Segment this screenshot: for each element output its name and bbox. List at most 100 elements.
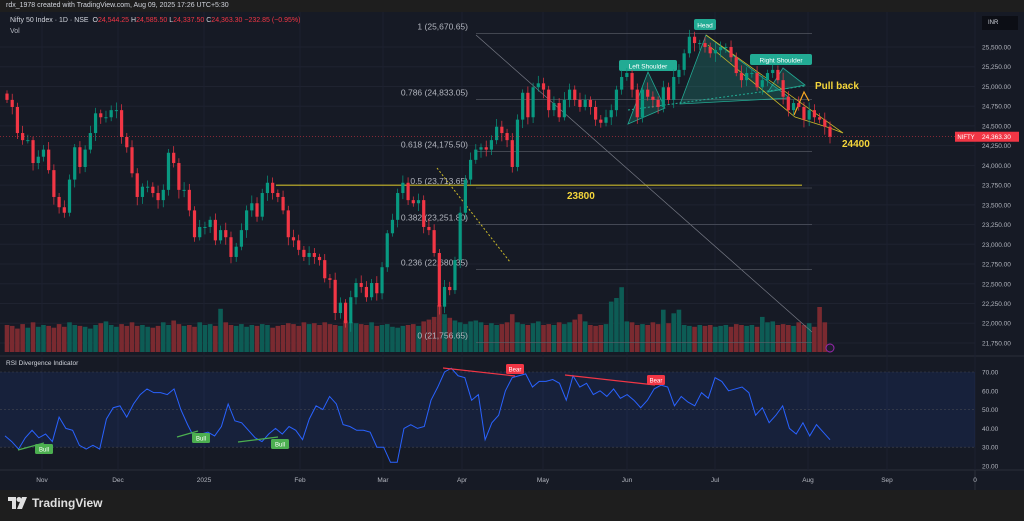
volume-bar xyxy=(51,327,57,352)
volume-bar xyxy=(285,323,291,352)
volume-bar xyxy=(796,322,802,352)
volume-bar xyxy=(35,326,41,352)
volume-bar xyxy=(759,316,765,352)
volume-bar xyxy=(202,325,208,352)
candle xyxy=(640,89,645,118)
volume-bar xyxy=(197,322,203,352)
volume-bar xyxy=(280,325,286,352)
candle xyxy=(276,193,280,197)
candle xyxy=(646,89,650,97)
candle xyxy=(656,99,660,107)
price-tag-value: 24,363.30 xyxy=(982,134,1011,141)
rsi-tick: 60.00 xyxy=(982,388,999,395)
candle xyxy=(786,96,790,111)
volume-bar xyxy=(145,326,150,352)
volume-bar xyxy=(791,325,796,352)
volume-bar xyxy=(88,328,93,352)
volume-bar xyxy=(187,325,192,352)
candle xyxy=(557,103,561,118)
rsi-signal-bg xyxy=(271,439,289,449)
volume-bar xyxy=(765,322,770,352)
candle xyxy=(239,230,243,247)
candle xyxy=(114,110,118,112)
candle xyxy=(265,182,270,194)
tradingview-logo[interactable]: TradingView xyxy=(8,496,102,510)
candle xyxy=(771,69,775,74)
volume-bar xyxy=(82,326,88,352)
volume-bar xyxy=(228,325,234,352)
candle xyxy=(453,260,457,291)
candle xyxy=(172,152,176,164)
currency-button[interactable]: INR xyxy=(982,16,1018,30)
volume-bar xyxy=(119,324,124,352)
tradingview-logo-icon xyxy=(8,497,27,509)
volume-bar xyxy=(270,327,275,352)
candle xyxy=(630,73,634,90)
candle xyxy=(463,179,467,213)
volume-bar xyxy=(176,324,182,352)
volume-bar xyxy=(718,325,723,352)
volume-bar xyxy=(723,325,729,352)
rsi-tick: 30.00 xyxy=(982,445,999,452)
candle xyxy=(521,92,525,120)
volume-bar xyxy=(155,325,161,352)
bull-divergence-line xyxy=(176,430,199,438)
volume-bar xyxy=(244,326,249,352)
volume-bar xyxy=(416,325,421,352)
volume-bar xyxy=(509,314,515,352)
change-value: −232.85 (−0.95%) xyxy=(244,17,301,24)
candle xyxy=(547,89,551,111)
left-shoulder-label: Left Shoulder xyxy=(629,64,669,71)
volume-bar xyxy=(687,325,692,352)
candle xyxy=(203,226,207,228)
candle xyxy=(271,182,275,194)
volume-bar xyxy=(603,324,609,352)
time-tick: Sep xyxy=(881,477,893,484)
volume-bar xyxy=(546,324,552,352)
volume-bar xyxy=(181,325,187,352)
rsi-signal-bg xyxy=(506,364,524,374)
fib-trend-line xyxy=(475,34,813,333)
candle xyxy=(437,253,441,307)
time-tick: Apr xyxy=(457,477,468,484)
volume-bar xyxy=(619,287,624,352)
volume-bar xyxy=(61,326,67,352)
volume-bar xyxy=(629,322,635,352)
candle xyxy=(599,119,603,123)
candle xyxy=(323,260,327,279)
candle xyxy=(57,196,61,208)
price-tick: 24,500.00 xyxy=(982,123,1011,130)
volume-bar xyxy=(15,328,20,352)
volume-bar xyxy=(801,325,807,352)
candle xyxy=(333,279,337,313)
price-tag-symbol-bg xyxy=(955,131,977,142)
volume-bar xyxy=(567,322,572,352)
volume-bar xyxy=(312,323,317,352)
volume-bar xyxy=(624,321,630,352)
rsi-tick: 50.00 xyxy=(982,407,999,414)
volume-bar xyxy=(494,325,499,352)
candle xyxy=(729,47,733,58)
volume-bar xyxy=(650,322,656,352)
chart-area[interactable] xyxy=(0,12,1024,490)
volume-bar xyxy=(426,319,432,352)
volume-bar xyxy=(551,325,557,352)
volume-bar xyxy=(640,324,645,352)
candle xyxy=(47,149,51,171)
candle xyxy=(83,149,87,167)
rsi-tick: 40.00 xyxy=(982,426,999,433)
candle xyxy=(15,106,20,134)
candle xyxy=(370,283,374,298)
volume-bar xyxy=(754,326,760,352)
candle xyxy=(396,193,400,220)
candle xyxy=(385,233,389,268)
volume-bar xyxy=(817,307,822,352)
candle xyxy=(192,210,197,238)
volume-bar xyxy=(822,322,828,352)
volume-bar xyxy=(400,325,406,352)
volume-bar xyxy=(463,324,468,352)
volume-bar xyxy=(713,326,718,352)
candle xyxy=(698,43,702,45)
volume-bar xyxy=(681,325,687,352)
candle xyxy=(682,53,686,70)
